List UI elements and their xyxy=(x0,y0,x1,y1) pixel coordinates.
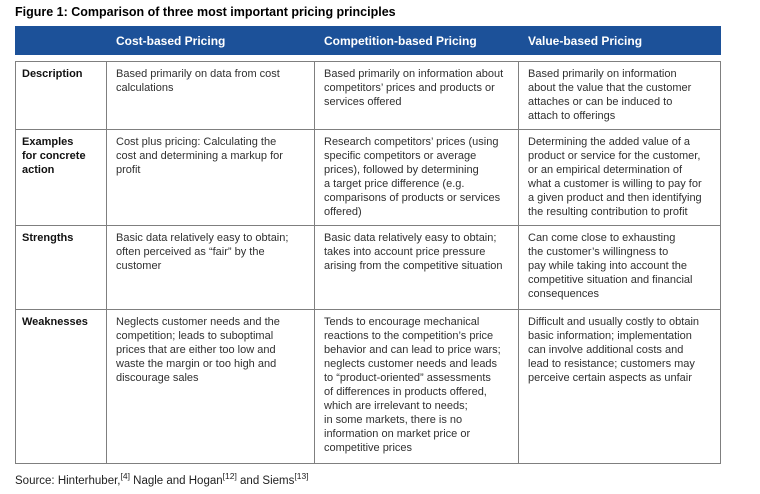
cell-strengths-value-based: Can come close to exhausting the custome… xyxy=(518,226,720,309)
figure-title: Figure 1: Comparison of three most impor… xyxy=(15,5,396,19)
cell-strengths-competition-based: Basic data relatively easy to obtain; ta… xyxy=(314,226,518,309)
row-label-strengths: Strengths xyxy=(22,232,74,244)
table-row-examples: Examples for concrete action Cost plus p… xyxy=(16,129,720,225)
source-text-2: Nagle and Hogan xyxy=(129,475,223,487)
cell-description-competition-based: Based primarily on information about com… xyxy=(314,62,518,129)
pricing-comparison-table: Cost-based Pricing Competition-based Pri… xyxy=(15,26,721,464)
column-header-competition-based: Competition-based Pricing xyxy=(324,33,477,48)
citation-ref-13: [13] xyxy=(294,471,309,482)
cell-weaknesses-competition-based: Tends to encourage mechanical reactions … xyxy=(314,310,518,463)
table-body: Description Based primarily on data from… xyxy=(15,61,721,464)
row-label-weaknesses: Weaknesses xyxy=(22,316,88,328)
cell-examples-competition-based: Research competitors’ prices (using spec… xyxy=(314,130,518,225)
table-header-row: Cost-based Pricing Competition-based Pri… xyxy=(15,26,721,55)
cell-weaknesses-value-based: Difficult and usually costly to obtain b… xyxy=(518,310,720,463)
cell-examples-value-based: Determining the added value of a product… xyxy=(518,130,720,225)
source-text-1: Source: Hinterhuber, xyxy=(15,475,121,487)
table-row-description: Description Based primarily on data from… xyxy=(16,62,720,129)
cell-examples-cost-based: Cost plus pricing: Calculating the cost … xyxy=(106,130,314,225)
cell-weaknesses-cost-based: Neglects customer needs and the competit… xyxy=(106,310,314,463)
table-row-strengths: Strengths Basic data relatively easy to … xyxy=(16,225,720,309)
source-text-3: and Siems xyxy=(236,475,295,487)
table-row-weaknesses: Weaknesses Neglects customer needs and t… xyxy=(16,309,720,463)
citation-ref-12: [12] xyxy=(222,471,237,482)
cell-strengths-cost-based: Basic data relatively easy to obtain; of… xyxy=(106,226,314,309)
column-header-cost-based: Cost-based Pricing xyxy=(116,33,226,48)
source-line: Source: Hinterhuber,[4] Nagle and Hogan[… xyxy=(15,472,760,487)
cell-description-cost-based: Based primarily on data from cost calcul… xyxy=(106,62,314,129)
column-header-value-based: Value-based Pricing xyxy=(528,33,643,48)
row-label-examples: Examples for concrete action xyxy=(22,136,86,176)
row-label-description: Description xyxy=(22,68,83,80)
citation-ref-4: [4] xyxy=(120,471,130,482)
cell-description-value-based: Based primarily on information about the… xyxy=(518,62,720,129)
